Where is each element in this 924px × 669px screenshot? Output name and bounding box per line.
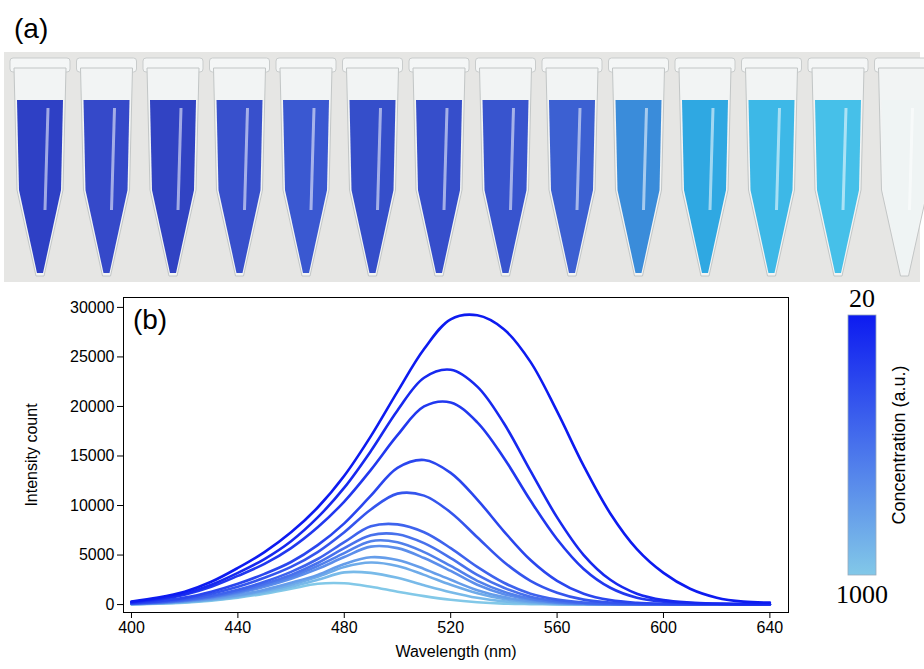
svg-text:20000: 20000 — [70, 398, 115, 415]
svg-text:1000: 1000 — [836, 580, 888, 609]
svg-text:10000: 10000 — [70, 497, 115, 514]
svg-text:20: 20 — [849, 285, 875, 313]
svg-text:Concentration (a.u.): Concentration (a.u.) — [889, 365, 909, 524]
svg-text:Intensity count: Intensity count — [23, 403, 40, 507]
svg-text:15000: 15000 — [70, 447, 115, 464]
svg-text:640: 640 — [757, 619, 784, 636]
svg-text:480: 480 — [331, 619, 358, 636]
svg-text:25000: 25000 — [70, 348, 115, 365]
svg-text:Wavelength (nm): Wavelength (nm) — [395, 643, 516, 660]
svg-text:(b): (b) — [133, 304, 167, 335]
svg-text:560: 560 — [544, 619, 571, 636]
svg-text:600: 600 — [650, 619, 677, 636]
svg-text:0: 0 — [106, 596, 115, 613]
svg-text:400: 400 — [118, 619, 145, 636]
svg-text:(a): (a) — [14, 13, 48, 44]
svg-text:440: 440 — [225, 619, 252, 636]
svg-text:520: 520 — [437, 619, 464, 636]
svg-text:5000: 5000 — [79, 546, 115, 563]
svg-text:30000: 30000 — [70, 299, 115, 316]
